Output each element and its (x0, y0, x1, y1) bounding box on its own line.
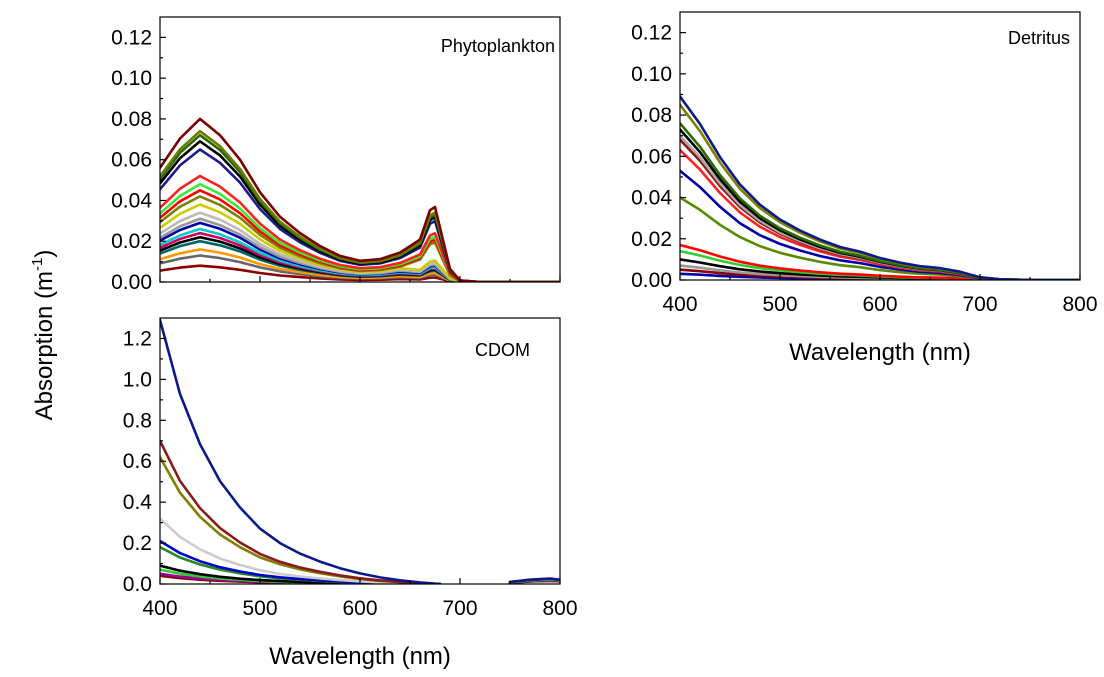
cdom-series-line (160, 439, 442, 584)
phyto-y-tick-label: 0.02 (111, 230, 152, 253)
detritus-y-tick-label: 0.08 (631, 104, 672, 127)
phyto-panel-title: Phytoplankton (441, 36, 555, 56)
detritus-x-tick-label: 600 (862, 293, 897, 316)
cdom-y-tick-label: 0.8 (123, 409, 152, 432)
detritus-y-tick-label: 0.02 (631, 228, 672, 251)
detritus-x-tick-label: 700 (962, 293, 997, 316)
cdom-x-tick-label: 400 (142, 597, 177, 620)
detritus-series-line (680, 103, 1080, 280)
cdom-y-tick-label: 1.0 (123, 368, 152, 391)
detritus-curves (680, 95, 1080, 280)
phyto-y-tick-label: 0.04 (111, 189, 152, 212)
detritus-y-tick-label: 0.10 (631, 63, 672, 86)
phyto-y-tick-label: 0.06 (111, 149, 152, 172)
cdom-panel-title: CDOM (475, 340, 530, 360)
phyto-y-tick-label: 0.12 (111, 26, 152, 49)
detritus-x-tick-label: 800 (1062, 293, 1097, 316)
phyto-y-tick-label: 0.08 (111, 108, 152, 131)
phyto-curves (160, 117, 560, 282)
cdom-x-tick-label: 600 (342, 597, 377, 620)
cdom-y-tick-label: 0.4 (123, 491, 153, 514)
y-axis-title: Absorption (m-1) (29, 250, 58, 421)
detritus-y-tick-label: 0.12 (631, 22, 672, 45)
cdom-y-tick-label: 0.0 (123, 573, 152, 596)
detritus-panel: 0.00 0.02 0.04 0.06 0.08 0.10 0.12 400 500 600 700… (631, 11, 1098, 366)
detritus-y-tick-label: 0.06 (631, 145, 672, 168)
y-axis-title-suffix: ) (31, 250, 58, 258)
detritus-y-tick-label: 0.00 (631, 269, 672, 292)
y-axis-title-prefix: Absorption (m (31, 271, 58, 420)
cdom-y-tick-label: 1.2 (123, 327, 152, 350)
cdom-x-tick-label: 500 (242, 597, 277, 620)
detritus-x-tick-label: 400 (662, 293, 697, 316)
phyto-y-tick-label: 0.10 (111, 67, 152, 90)
cdom-x-axis-title: Wavelength (nm) (269, 643, 451, 670)
phytoplankton-panel: 0.00 0.02 0.04 0.06 0.08 0.10 0.12 Phytoplankto… (111, 16, 561, 294)
cdom-series-line (160, 318, 442, 584)
cdom-x-tick-label: 800 (542, 597, 577, 620)
cdom-x-tick-label: 700 (442, 597, 477, 620)
y-axis-title-superscript: -1 (29, 258, 46, 271)
detritus-x-axis-title: Wavelength (nm) (789, 339, 971, 366)
phyto-y-tick-label: 0.00 (111, 271, 152, 294)
cdom-y-tick-label: 0.2 (123, 532, 152, 555)
cdom-y-tick-label: 0.6 (123, 450, 152, 473)
cdom-series-tail (508, 577, 560, 584)
phyto-series-line (160, 117, 560, 282)
detritus-plot-frame (679, 11, 1081, 281)
cdom-panel: 0.0 0.2 0.4 0.6 0.8 1.0 1.2 400 500 600 700 800 Wave… (123, 317, 578, 670)
detritus-panel-title: Detritus (1008, 28, 1070, 48)
detritus-x-tick-label: 500 (762, 293, 797, 316)
detritus-y-tick-label: 0.04 (631, 187, 672, 210)
